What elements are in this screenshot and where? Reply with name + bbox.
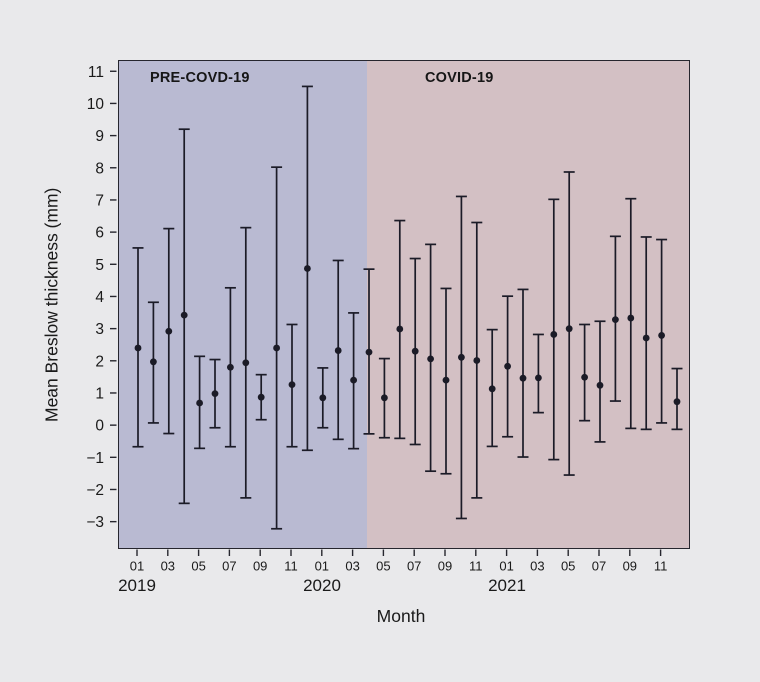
mean-dot — [550, 331, 558, 338]
y-tick-label: −2 — [86, 482, 104, 499]
mean-dot — [673, 398, 681, 406]
mean-dot — [165, 327, 173, 335]
mean-dot — [304, 265, 311, 272]
y-tick-label: 11 — [88, 64, 104, 81]
mean-dot — [227, 363, 234, 371]
y-tick-label: 5 — [95, 257, 104, 274]
y-axis-title: Mean Breslow thickness (mm) — [41, 187, 62, 422]
mean-dot — [442, 376, 450, 384]
mean-dot — [504, 362, 511, 370]
x-tick-label: 03 — [161, 559, 175, 574]
x-tick-label: 09 — [623, 559, 637, 574]
year-label-2021: 2021 — [488, 576, 526, 595]
x-tick-label: 03 — [345, 559, 359, 574]
mean-dot — [257, 393, 265, 401]
year-label-2019: 2019 — [118, 576, 156, 595]
plot-area: PRE-COVD-19 COVID-19 — [118, 60, 690, 549]
x-tick-label: 07 — [222, 559, 236, 574]
mean-dot — [319, 394, 327, 402]
y-tick-label: 6 — [95, 225, 104, 242]
mean-dot — [396, 325, 404, 333]
x-tick-label: 01 — [499, 559, 513, 574]
x-tick-label: 11 — [284, 559, 298, 574]
mean-dot — [242, 359, 250, 367]
y-tick-label: 4 — [95, 289, 104, 306]
mean-dot — [627, 314, 635, 322]
mean-dot — [411, 347, 419, 355]
mean-dot — [596, 381, 604, 389]
y-tick-label: 9 — [95, 128, 104, 145]
mean-dot — [150, 358, 157, 366]
mean-dot — [365, 348, 373, 356]
y-tick-label: 10 — [87, 96, 105, 113]
mean-dot — [612, 316, 619, 324]
x-tick-label: 05 — [561, 559, 575, 574]
x-axis-title: Month — [376, 606, 426, 626]
mean-dot — [519, 374, 527, 382]
x-tick-label: 11 — [654, 559, 668, 574]
mean-dot — [535, 374, 542, 382]
y-tick-label: 7 — [95, 192, 104, 209]
mean-dot — [196, 399, 203, 407]
x-tick-label: 07 — [592, 559, 606, 574]
error-bars-layer — [132, 85, 683, 530]
mean-dot — [211, 390, 219, 398]
mean-dot — [473, 357, 481, 364]
year-label-2020: 2020 — [303, 576, 341, 595]
y-tick-label: −3 — [86, 514, 104, 531]
x-tick-label: 05 — [191, 559, 205, 574]
mean-dot — [334, 347, 342, 354]
mean-dot — [565, 325, 573, 333]
mean-dot — [273, 344, 280, 352]
mean-dot — [134, 344, 142, 352]
mean-dot — [350, 376, 357, 384]
mean-dot — [642, 334, 650, 342]
mean-dot — [381, 394, 388, 402]
x-tick-label: 03 — [530, 559, 544, 574]
mean-dot — [180, 311, 188, 319]
x-tick-label: 11 — [469, 559, 483, 574]
mean-dot — [488, 385, 496, 393]
mean-dot — [288, 381, 296, 389]
y-tick-label: −1 — [86, 450, 104, 467]
y-tick-label: 8 — [95, 160, 104, 177]
x-tick-label: 01 — [130, 559, 144, 574]
x-tick-label: 01 — [315, 559, 329, 574]
y-tick-label: 2 — [95, 353, 104, 370]
x-tick-label: 07 — [407, 559, 421, 574]
x-tick-label: 09 — [253, 559, 267, 574]
y-tick-label: 1 — [95, 385, 104, 402]
mean-dot — [427, 355, 434, 363]
mean-dot — [581, 373, 588, 381]
mean-dot — [458, 353, 465, 361]
x-tick-label: 09 — [438, 559, 452, 574]
pre-covid-region-label: PRE-COVD-19 — [150, 70, 250, 86]
mean-dot — [658, 332, 665, 339]
y-tick-label: 0 — [95, 418, 104, 435]
y-tick-label: 3 — [95, 321, 104, 338]
covid-region-label: COVID-19 — [425, 70, 494, 86]
x-tick-label: 05 — [376, 559, 390, 574]
